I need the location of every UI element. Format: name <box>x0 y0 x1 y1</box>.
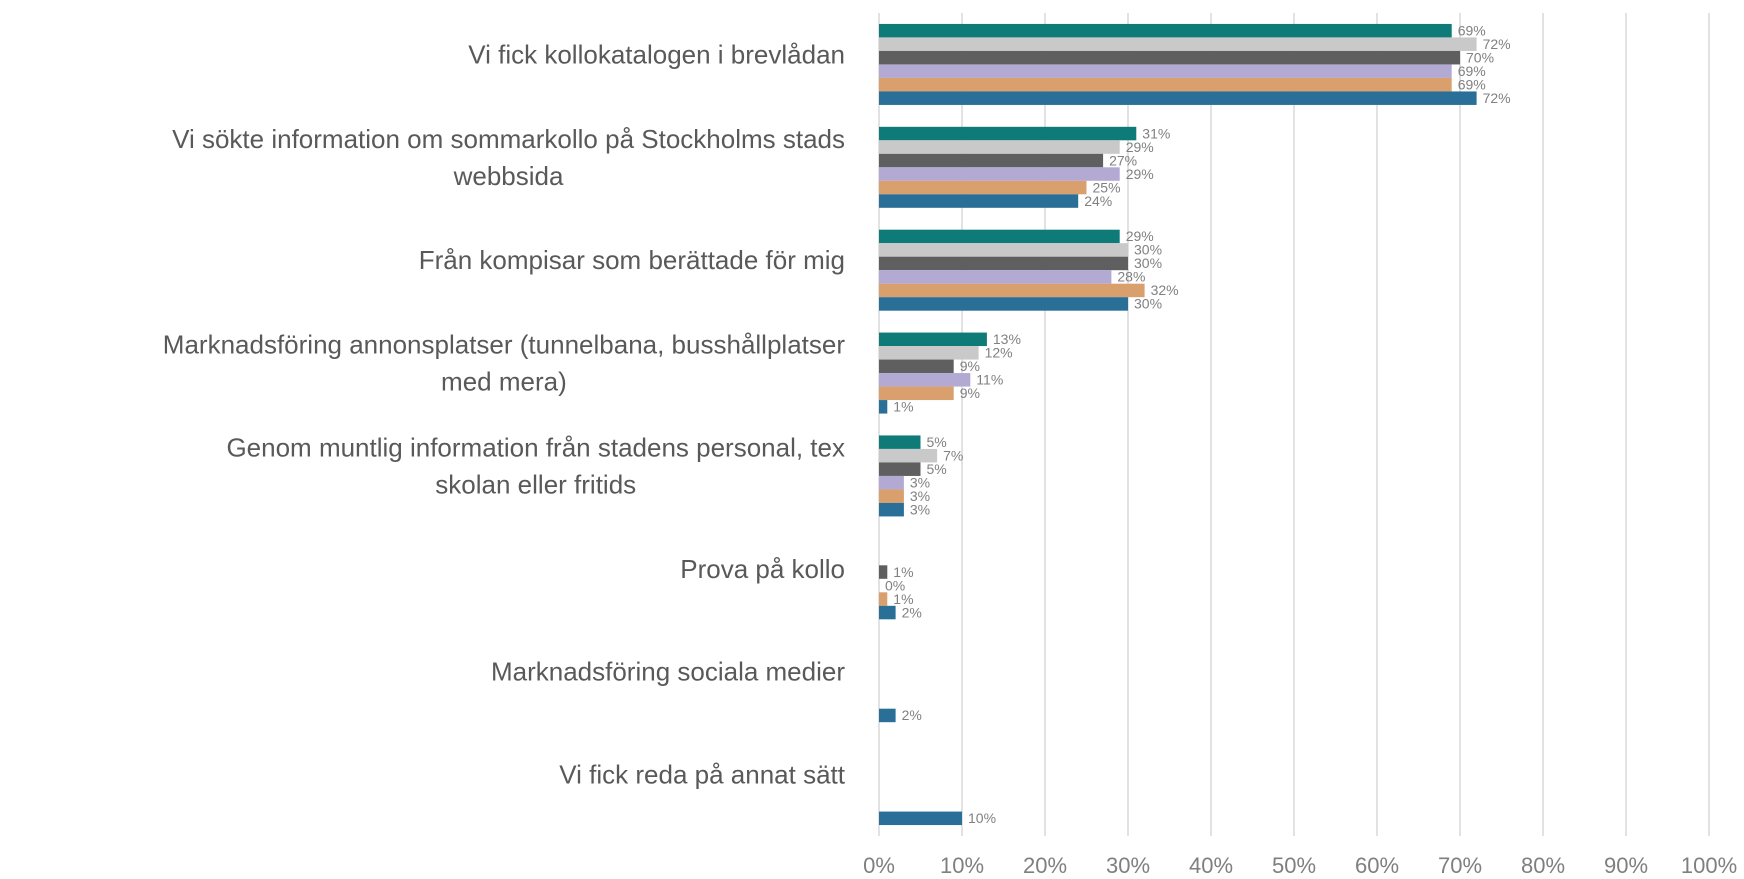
bar <box>879 126 1137 141</box>
data-label: 30% <box>1134 242 1162 258</box>
data-label: 0% <box>885 577 905 593</box>
category-label: Vi fick kollokatalogen i brevlådan <box>468 39 845 69</box>
bar <box>879 592 888 606</box>
data-label: 69% <box>1458 63 1486 79</box>
data-label: 72% <box>1483 36 1511 52</box>
bar <box>879 229 1120 244</box>
x-tick-label: 60% <box>1355 853 1399 878</box>
data-label: 9% <box>960 358 980 374</box>
category-label: Genom muntlig information från stadens p… <box>226 432 845 499</box>
bar <box>879 462 921 476</box>
bar <box>879 811 962 826</box>
x-tick-label: 10% <box>940 853 984 878</box>
data-label: 3% <box>910 501 930 517</box>
data-label: 27% <box>1109 152 1137 168</box>
data-label: 10% <box>968 810 996 826</box>
x-tick-label: 20% <box>1023 853 1067 878</box>
bar <box>879 194 1079 208</box>
data-label: 31% <box>1142 125 1170 141</box>
data-label: 5% <box>927 434 947 450</box>
x-tick-label: 40% <box>1189 853 1233 878</box>
bar <box>879 565 888 579</box>
bar <box>879 400 888 414</box>
x-tick-label: 70% <box>1438 853 1482 878</box>
bar <box>879 23 1452 38</box>
category-label: Prova på kollo <box>680 554 845 584</box>
bar <box>879 708 896 723</box>
bar <box>879 386 954 401</box>
data-label: 1% <box>893 591 913 607</box>
bar <box>879 605 896 620</box>
data-label: 25% <box>1093 179 1121 195</box>
data-label: 12% <box>985 345 1013 361</box>
bar <box>879 270 1112 284</box>
bar <box>879 283 1145 298</box>
x-tick-label: 30% <box>1106 853 1150 878</box>
category-label: Vi sökte information om sommarkollo på S… <box>172 124 845 191</box>
data-label: 13% <box>993 331 1021 347</box>
bar <box>879 140 1120 154</box>
data-label: 5% <box>927 461 947 477</box>
bar <box>879 153 1104 168</box>
data-label: 3% <box>910 488 930 504</box>
bar <box>879 180 1087 195</box>
bar <box>879 50 1460 65</box>
x-tick-label: 50% <box>1272 853 1316 878</box>
data-label: 2% <box>902 707 922 723</box>
data-label: 29% <box>1126 166 1154 182</box>
data-label: 7% <box>943 447 963 463</box>
bar <box>879 502 904 517</box>
data-label: 28% <box>1117 269 1145 285</box>
category-label: Från kompisar som berättade för mig <box>419 245 845 275</box>
bar <box>879 91 1477 105</box>
data-label: 32% <box>1151 282 1179 298</box>
bar <box>879 359 954 374</box>
bar <box>879 243 1128 257</box>
bar <box>879 332 987 347</box>
bar <box>879 167 1120 181</box>
x-tick-label: 0% <box>863 853 895 878</box>
data-label: 11% <box>976 372 1003 388</box>
category-label: Marknadsföring annonsplatser (tunnelbana… <box>163 329 846 396</box>
bar <box>879 37 1477 51</box>
data-label: 9% <box>960 385 980 401</box>
x-tick-label: 90% <box>1604 853 1648 878</box>
data-label: 1% <box>893 399 913 415</box>
data-label: 3% <box>910 474 930 490</box>
category-label: Vi fick reda på annat sätt <box>559 759 845 789</box>
data-label: 69% <box>1458 76 1486 92</box>
data-label: 29% <box>1126 228 1154 244</box>
x-tick-label: 100% <box>1681 853 1737 878</box>
bar <box>879 346 979 360</box>
x-tick-label: 80% <box>1521 853 1565 878</box>
bar <box>879 489 904 503</box>
data-label: 72% <box>1483 90 1511 106</box>
data-label: 2% <box>902 604 922 620</box>
bar <box>879 448 938 463</box>
data-label: 69% <box>1458 22 1486 38</box>
bar <box>879 256 1128 271</box>
bar <box>879 64 1452 78</box>
bar <box>879 475 904 490</box>
data-label: 1% <box>893 564 913 580</box>
bar <box>879 373 971 387</box>
data-label: 70% <box>1466 49 1494 65</box>
data-label: 30% <box>1134 296 1162 312</box>
bar <box>879 297 1128 311</box>
data-label: 29% <box>1126 139 1154 155</box>
data-label: 30% <box>1134 255 1162 271</box>
bar <box>879 435 921 449</box>
category-label: Marknadsföring sociala medier <box>491 657 845 687</box>
bar <box>879 77 1452 92</box>
data-label: 24% <box>1084 193 1112 209</box>
